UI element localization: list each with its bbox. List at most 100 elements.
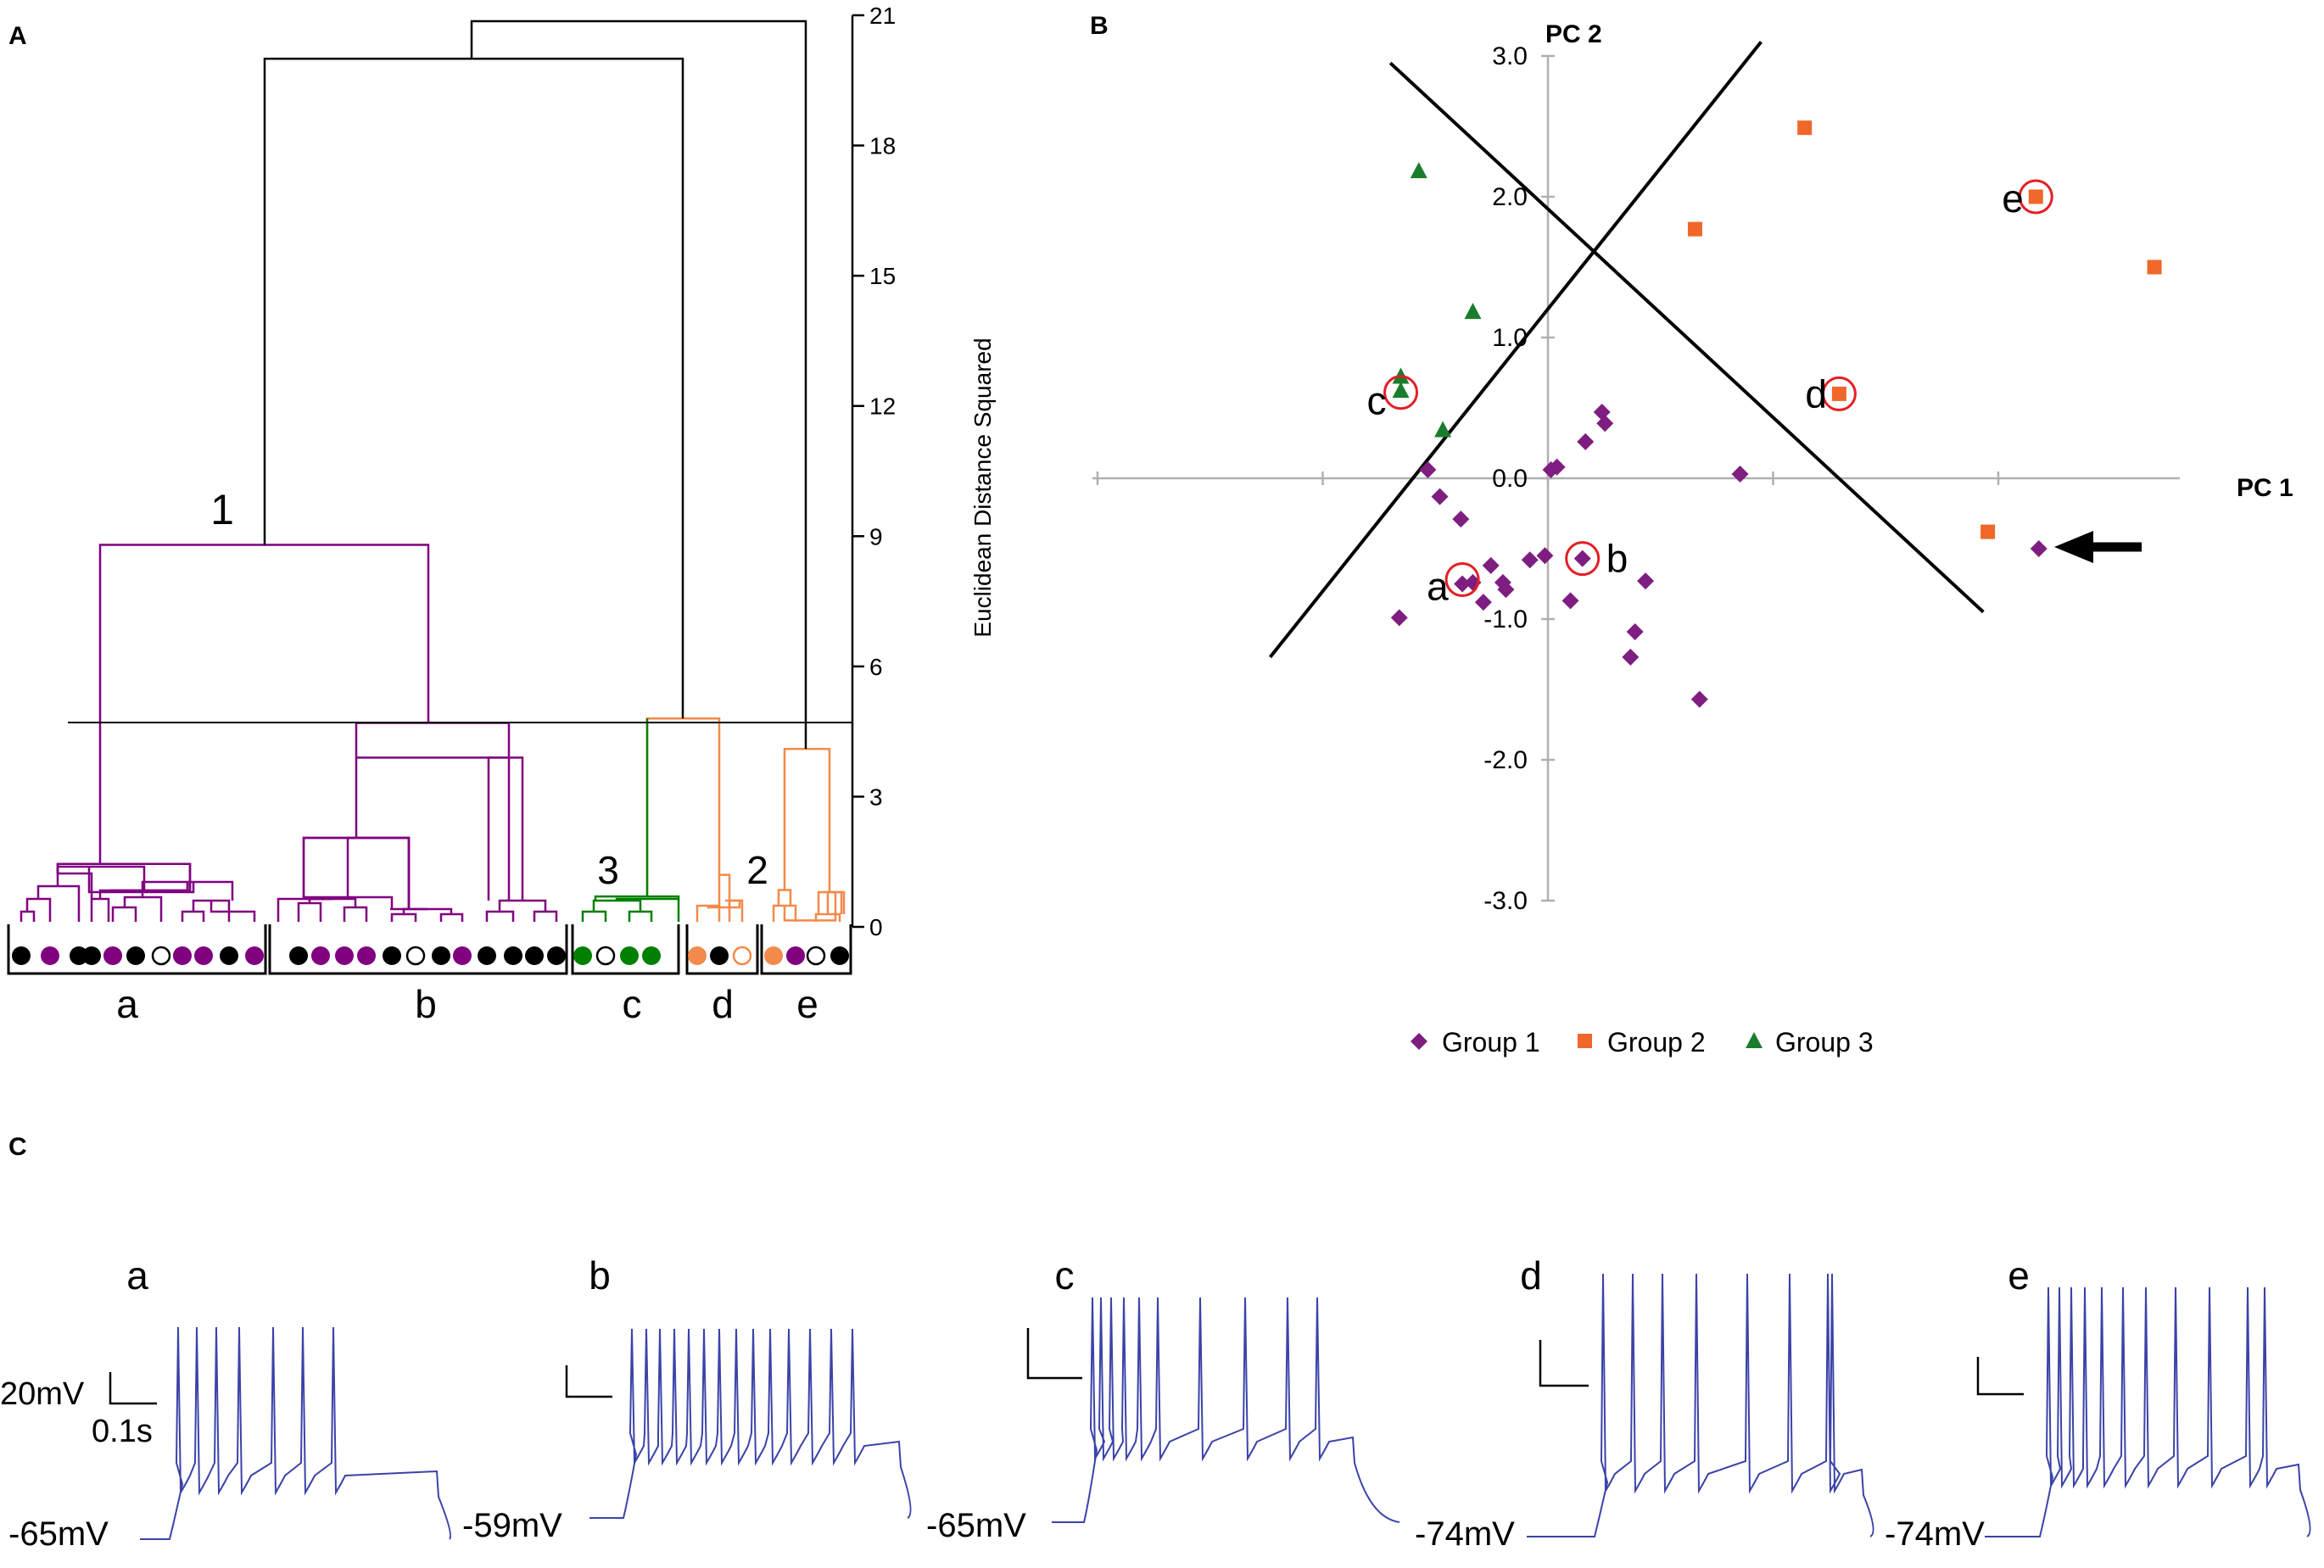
pca-divider-line <box>1268 41 1763 659</box>
cluster-number-3: 3 <box>597 848 619 892</box>
leaf-dot <box>151 946 171 966</box>
leaf-dot <box>126 946 145 965</box>
leaf-dot <box>245 946 264 965</box>
arrow-head <box>2054 531 2093 563</box>
pca-point-group1 <box>1542 461 1560 479</box>
scale-bar-a <box>109 1372 157 1405</box>
panel-c-label: C <box>8 1133 27 1161</box>
resting-potential-b: -59mV <box>462 1507 562 1544</box>
pca-point-group1 <box>1452 511 1470 528</box>
leaf-dot <box>547 946 566 965</box>
leaf-dot <box>573 946 592 965</box>
pca-highlight-circle-e <box>2018 179 2053 215</box>
pca-point-group2 <box>1687 221 1702 237</box>
leaf-dots <box>12 946 849 966</box>
pca-highlight-circle-d <box>1821 376 1857 411</box>
pca-point-group1 <box>1573 550 1591 567</box>
panel-b: B 3.0 2.0 1.0 0.0 -1.0 -2.0 -3.0 PC 2 PC 1 a b c… <box>1090 12 2293 1057</box>
dendrogram-link-a-root <box>56 862 192 892</box>
pca-point-group1 <box>1536 547 1554 565</box>
dendrogram-link <box>439 912 464 922</box>
pca-point-group3 <box>1392 382 1410 399</box>
voltage-trace-b <box>589 1328 912 1519</box>
trace-label-d: d <box>1520 1253 1542 1297</box>
leaf-dot <box>806 946 826 966</box>
leaf-dot <box>830 946 849 965</box>
dendrogram-link <box>58 862 192 892</box>
leaf-dot <box>173 946 192 965</box>
dendrogram-link-c-root <box>594 895 680 901</box>
leaf-dot <box>620 946 639 965</box>
panel-c: C a b c d e 20mV 0.1s -65mV -59mV -65mV … <box>0 1133 2311 1553</box>
legend-label-group1: Group 1 <box>1442 1027 1540 1057</box>
leaf-dot <box>311 946 330 965</box>
leaf-brackets <box>7 924 852 975</box>
dendrogram-y-tick-label: 12 <box>869 393 896 420</box>
dendrogram-y-tick-label: 6 <box>869 654 883 680</box>
dendrogram-link <box>783 892 837 922</box>
dendrogram-link-cluster1 <box>98 544 430 864</box>
scale-bar-d <box>1539 1340 1589 1387</box>
dendrogram-y-tick-label: 15 <box>869 263 896 289</box>
subgroup-label-e: e <box>796 982 818 1026</box>
subgroup-label-c: c <box>623 982 642 1026</box>
pca-point-group1 <box>1497 581 1515 599</box>
dendrogram-link-b-root <box>355 722 511 901</box>
pca-point-group1 <box>1474 594 1492 611</box>
pca-highlighted-cells: a b c d e <box>1367 176 2053 609</box>
pca-point-group1 <box>1637 572 1655 590</box>
leaf-bracket <box>760 924 852 975</box>
leaf-dot <box>103 946 122 965</box>
scale-bar-b <box>565 1365 612 1398</box>
scale-bar-time-label: 0.1s <box>92 1414 153 1449</box>
leaf-dot <box>335 946 354 965</box>
dendrogram-link <box>36 884 81 922</box>
leaf-bracket <box>571 924 680 975</box>
dendrogram-y-axis: 0 3 6 9 12 15 18 21 <box>851 3 896 940</box>
leaf-dot <box>432 946 450 965</box>
pca-point-group2 <box>1980 524 1996 539</box>
trace-label-b: b <box>589 1253 611 1297</box>
legend-marker-group2 <box>1578 1034 1592 1048</box>
pca-point-group2 <box>1831 386 1846 401</box>
dendrogram-y-tick-label: 18 <box>869 133 896 159</box>
dendrogram-link <box>123 896 163 922</box>
dendrogram-link <box>181 910 205 922</box>
panel-a-label: A <box>8 22 27 50</box>
pca-highlight-circle-c <box>1383 375 1419 410</box>
pca-highlight-circle-b <box>1565 541 1601 577</box>
leaf-dot <box>289 946 308 965</box>
pca-point-group1 <box>1454 575 1472 593</box>
cluster-number-2: 2 <box>746 848 768 892</box>
pca-point-group1 <box>1390 609 1408 627</box>
dendrogram-link <box>615 897 680 922</box>
dendrogram-link-upper <box>263 57 684 719</box>
leaf-dot <box>710 946 729 965</box>
dendrogram-link-e-root <box>783 747 831 893</box>
pca-highlight-label-c: c <box>1367 379 1387 423</box>
dendrogram-link <box>110 882 189 892</box>
dendrogram <box>20 20 846 922</box>
dendrogram-link <box>581 910 607 922</box>
legend-label-group3: Group 3 <box>1775 1027 1874 1057</box>
dendrogram-y-tick-label: 3 <box>869 784 883 810</box>
dendrogram-link <box>707 901 741 909</box>
leaf-dot <box>405 946 426 966</box>
legend-label-group2: Group 2 <box>1607 1027 1706 1057</box>
scale-bar-c <box>1026 1328 1082 1380</box>
dendrogram-link <box>592 899 642 912</box>
voltage-trace-a <box>140 1326 452 1540</box>
pca-point-group1 <box>1596 415 1614 432</box>
voltage-traces <box>140 1273 2311 1540</box>
dendrogram-link <box>498 899 547 912</box>
dendrogram-link <box>628 910 653 922</box>
leaf-dot <box>220 946 238 965</box>
dendrogram-y-tick-label: 21 <box>869 3 896 29</box>
pca-point-group1 <box>1731 466 1749 483</box>
scale-bars <box>109 1328 2024 1405</box>
pc1-axis-label: PC 1 <box>2237 474 2293 502</box>
leaf-dot <box>453 946 472 965</box>
resting-potential-e: -74mV <box>1885 1515 1985 1553</box>
subgroup-label-a: a <box>116 982 138 1026</box>
